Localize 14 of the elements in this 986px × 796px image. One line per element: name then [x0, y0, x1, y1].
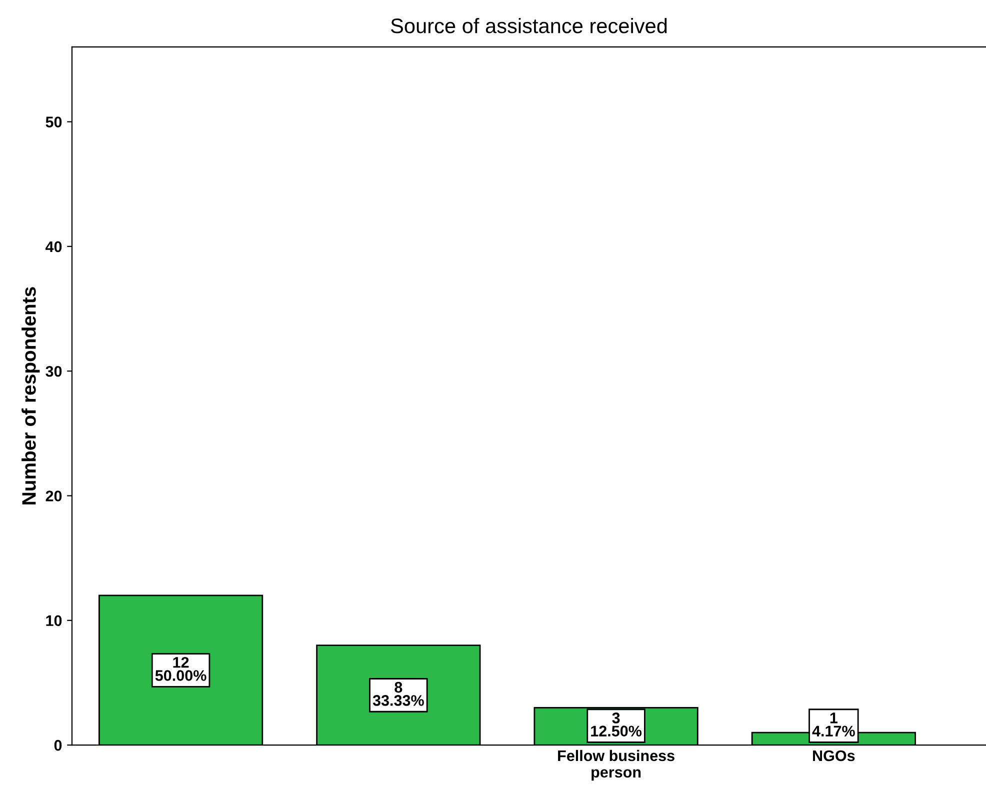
chart-title: Source of assistance received	[390, 18, 667, 34]
x-tick-label: NGOs	[813, 750, 855, 762]
y-tick-label: 0	[54, 740, 62, 751]
y-tick-label: 30	[46, 366, 62, 377]
x-tick-label: Fellow business person	[558, 750, 674, 781]
y-tick-label: 50	[46, 116, 62, 128]
y-tick-label: 10	[46, 615, 62, 626]
data-label: 12 50.00%	[155, 656, 206, 681]
y-tick-label: 20	[46, 490, 62, 502]
data-label: 8 33.33%	[372, 682, 424, 706]
data-label: 3 12.50%	[591, 712, 642, 736]
y-axis-title: Number of respondents	[22, 287, 40, 504]
y-tick-label: 40	[45, 241, 62, 252]
data-label: 1 4.17%	[812, 712, 855, 736]
